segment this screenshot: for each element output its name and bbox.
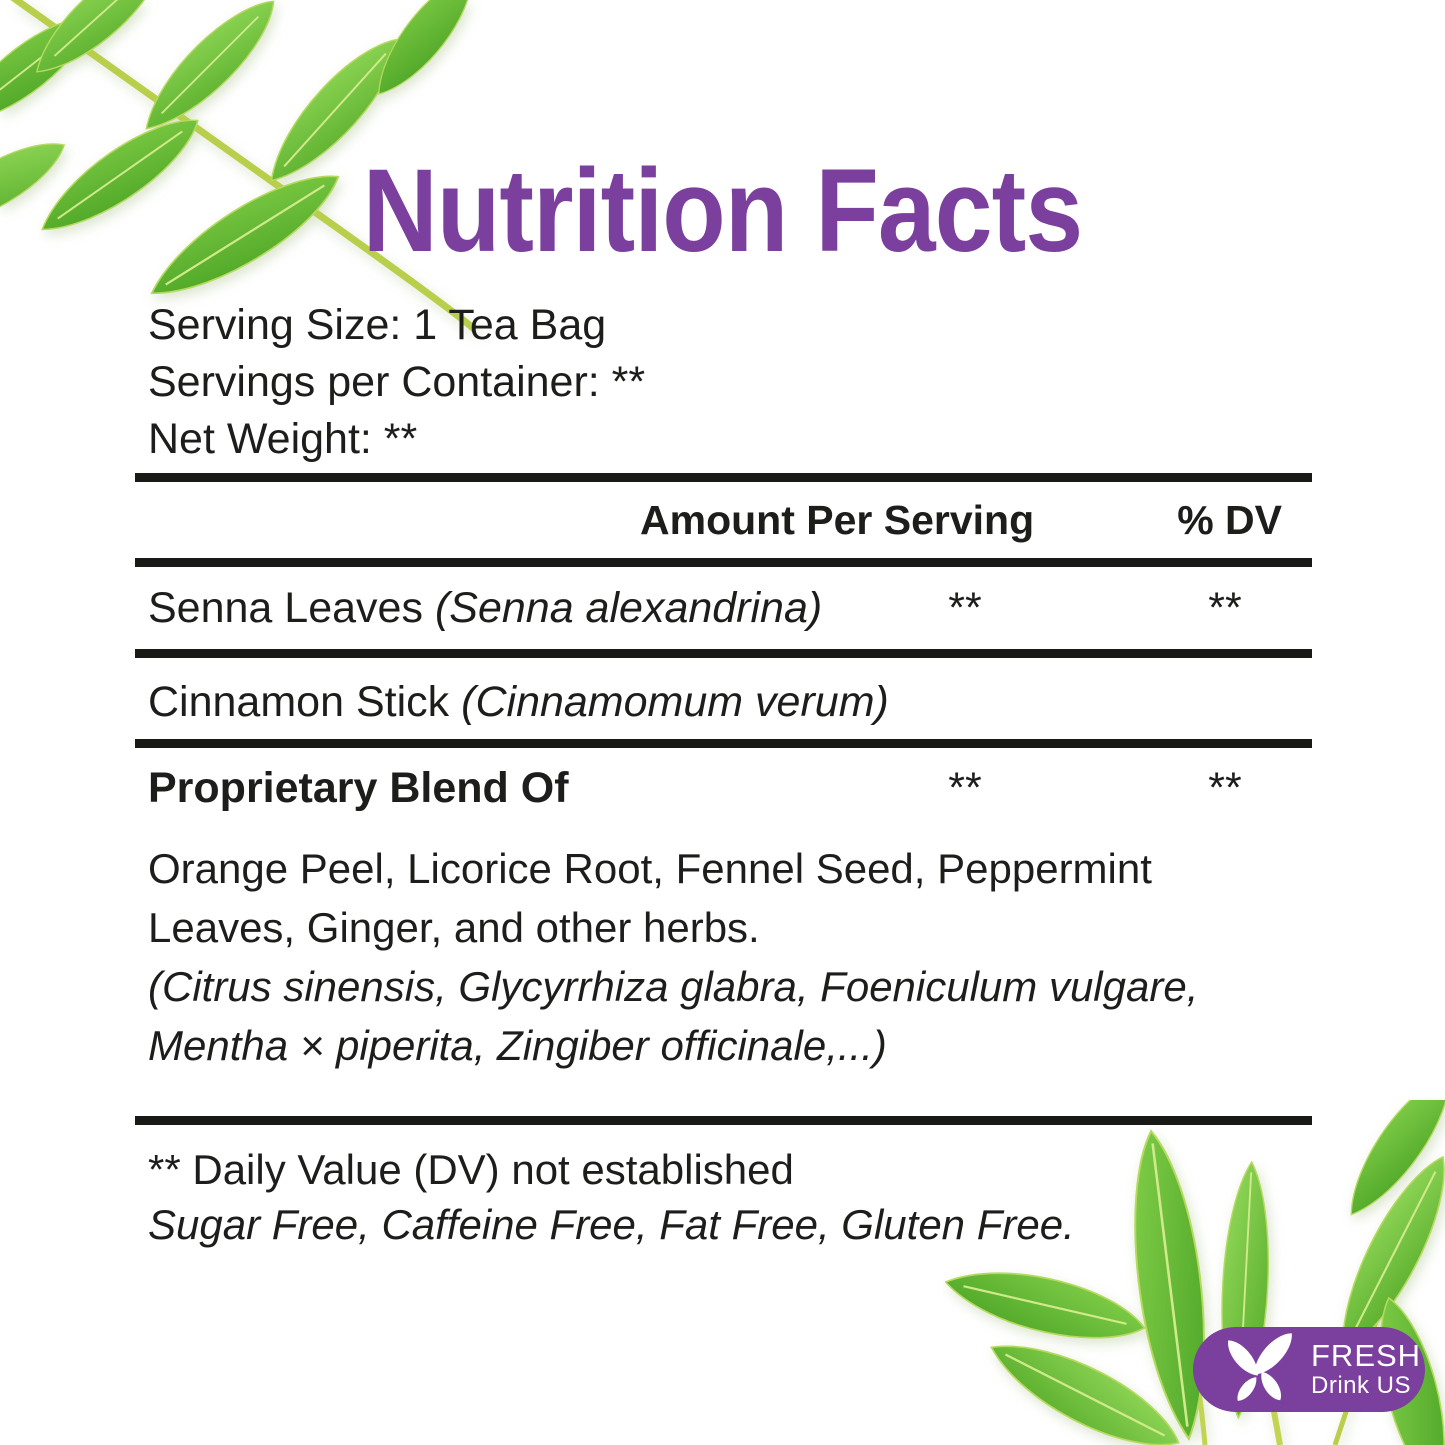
blend-latin-line: Mentha × piperita, Zingiber officinale,.… bbox=[148, 1022, 887, 1069]
servings-per-container: Servings per Container: ** bbox=[148, 358, 646, 406]
amount-value: ** bbox=[948, 764, 982, 812]
brand-name: FRESH bbox=[1311, 1338, 1422, 1373]
free-claims: Sugar Free, Caffeine Free, Fat Free, Glu… bbox=[148, 1201, 1075, 1248]
dv-footnote: ** Daily Value (DV) not established bbox=[148, 1146, 794, 1193]
ingredient-latin: (Cinnamomum verum) bbox=[461, 678, 889, 726]
page-title: Nutrition Facts bbox=[362, 145, 1083, 277]
net-weight: Net Weight: ** bbox=[148, 415, 418, 463]
table-row: Senna Leaves (Senna alexandrina) bbox=[148, 584, 822, 633]
table-rule bbox=[135, 739, 1312, 748]
table-rule bbox=[135, 1116, 1312, 1125]
dv-value: ** bbox=[1208, 764, 1242, 812]
blend-line: Orange Peel, Licorice Root, Fennel Seed,… bbox=[148, 845, 1152, 892]
blend-line: Leaves, Ginger, and other herbs. bbox=[148, 904, 760, 951]
senna-leaves-top-left-decoration bbox=[0, 0, 488, 333]
table-row: Cinnamon Stick (Cinnamomum verum) bbox=[148, 678, 889, 727]
table-rule bbox=[135, 473, 1312, 482]
dv-value: ** bbox=[1208, 584, 1242, 632]
column-header-amount: Amount Per Serving bbox=[640, 497, 1035, 543]
serving-size: Serving Size: 1 Tea Bag bbox=[148, 301, 607, 349]
brand-logo: FRESH Drink US bbox=[1193, 1327, 1425, 1412]
column-header-dv: % DV bbox=[1177, 497, 1282, 543]
ingredient-name: Senna Leaves bbox=[148, 584, 423, 632]
ingredient-name: Proprietary Blend Of bbox=[148, 764, 569, 812]
serving-info: Serving Size: 1 Tea Bag Servings per Con… bbox=[148, 297, 645, 468]
table-rule bbox=[135, 558, 1312, 567]
blend-description: Orange Peel, Licorice Root, Fennel Seed,… bbox=[148, 839, 1198, 1075]
ingredient-latin: (Senna alexandrina) bbox=[434, 584, 823, 632]
amount-value: ** bbox=[948, 584, 982, 632]
blend-latin-line: (Citrus sinensis, Glycyrrhiza glabra, Fo… bbox=[148, 963, 1199, 1010]
table-rule bbox=[135, 649, 1312, 658]
butterfly-leaves-icon bbox=[1222, 1327, 1299, 1405]
ingredient-name: Cinnamon Stick bbox=[148, 678, 450, 726]
logo-text: FRESH Drink US bbox=[1311, 1338, 1422, 1399]
brand-tagline: Drink US bbox=[1311, 1371, 1412, 1399]
table-row: Proprietary Blend Of bbox=[148, 764, 569, 813]
